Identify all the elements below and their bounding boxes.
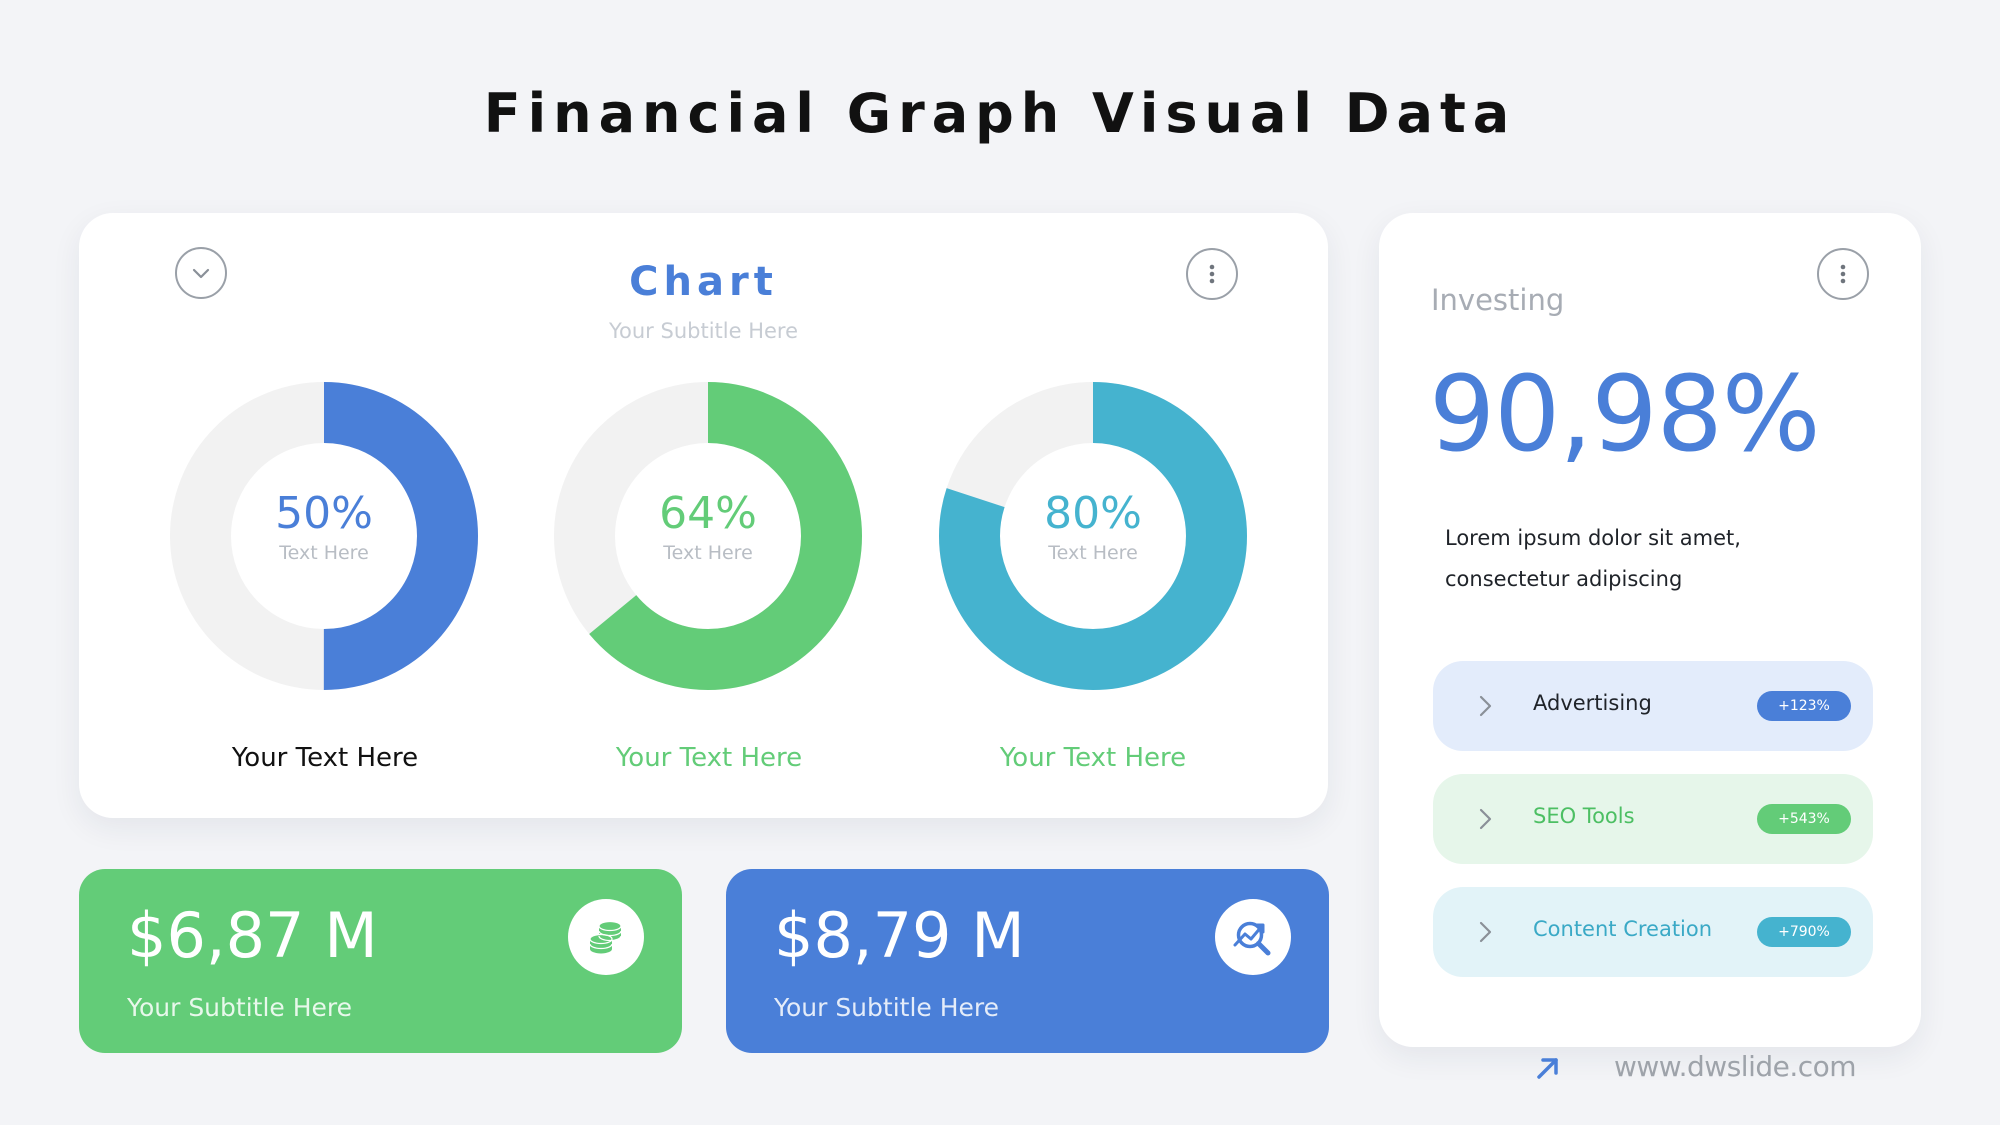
investing-item-advertising[interactable]: Advertising +123% — [1433, 661, 1873, 751]
donut-chart-2: 64% Text Here — [553, 381, 863, 691]
stat-value: $6,87 M — [127, 899, 378, 972]
donut-value: 50% — [275, 488, 373, 539]
growth-badge: +123% — [1757, 691, 1851, 721]
investing-item-label: Advertising — [1533, 691, 1652, 715]
stat-subtitle: Your Subtitle Here — [127, 993, 353, 1022]
coins-icon — [568, 899, 644, 975]
investing-item-label: Content Creation — [1533, 917, 1713, 941]
stat-card-revenue: $6,87 M Your Subtitle Here — [79, 869, 682, 1053]
investing-item-content-creation[interactable]: Content Creation +790% — [1433, 887, 1873, 977]
chart-heading: Chart — [629, 259, 778, 305]
chevron-down-icon — [192, 268, 210, 279]
donut-caption: Your Text Here — [231, 743, 419, 773]
chart-subtitle: Your Subtitle Here — [608, 319, 798, 343]
dropdown-button[interactable] — [175, 247, 227, 299]
chevron-right-icon — [1479, 921, 1492, 943]
more-vertical-icon — [1209, 264, 1215, 284]
analytics-search-icon — [1215, 899, 1291, 975]
donut-label: Text Here — [279, 542, 369, 564]
investing-menu-button[interactable] — [1817, 248, 1869, 300]
investing-value: 90,98% — [1429, 353, 1821, 475]
website-link[interactable]: www.dwslide.com — [1614, 1050, 1857, 1083]
arrow-up-right-icon — [1537, 1058, 1558, 1079]
donut-value: 64% — [659, 488, 757, 539]
stat-card-profit: $8,79 M Your Subtitle Here — [726, 869, 1329, 1053]
donut-label: Text Here — [1048, 542, 1138, 564]
chevron-right-icon — [1479, 808, 1492, 830]
investing-card: Investing 90,98% Lorem ipsum dolor sit a… — [1379, 213, 1921, 1047]
stat-value: $8,79 M — [774, 899, 1025, 972]
chart-card: Chart Your Subtitle Here 50% Text Here Y… — [79, 213, 1328, 818]
page-title: Financial Graph Visual Data — [483, 82, 1517, 145]
donut-chart-1: 50% Text Here — [169, 381, 479, 691]
donut-caption: Your Text Here — [615, 743, 803, 773]
investing-description: Lorem ipsum dolor sit amet, consectetur … — [1445, 526, 1741, 591]
donut-caption: Your Text Here — [999, 743, 1187, 773]
investing-item-label: SEO Tools — [1533, 804, 1635, 828]
donut-value: 80% — [1044, 488, 1142, 539]
donut-chart-3: 80% Text Here — [938, 381, 1248, 691]
chevron-right-icon — [1479, 695, 1492, 717]
growth-badge: +790% — [1757, 917, 1851, 947]
investing-item-seo-tools[interactable]: SEO Tools +543% — [1433, 774, 1873, 864]
investing-label: Investing — [1431, 283, 1565, 317]
stat-subtitle: Your Subtitle Here — [774, 993, 1000, 1022]
growth-badge: +543% — [1757, 804, 1851, 834]
chart-menu-button[interactable] — [1186, 248, 1238, 300]
donut-label: Text Here — [663, 542, 753, 564]
more-vertical-icon — [1840, 264, 1846, 284]
